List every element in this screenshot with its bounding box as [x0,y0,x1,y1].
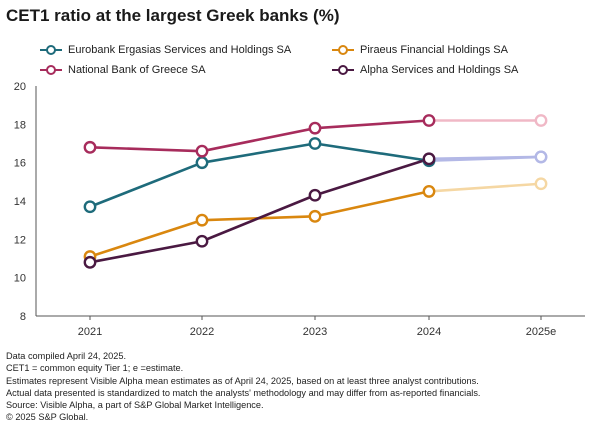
chart-title: CET1 ratio at the largest Greek banks (%… [6,6,340,25]
series-estimate-line-1 [428,182,542,193]
data-point-3-3 [422,152,436,166]
y-tick-label: 16 [14,158,26,170]
chart-notes: Data compiled April 24, 2025. CET1 = com… [6,350,481,424]
note-methodology: Actual data presented is standardized to… [6,387,481,398]
data-point-0-2 [308,137,322,150]
y-tick-label: 18 [14,119,26,131]
legend-item-piraeus: Piraeus Financial Holdings SA [332,44,508,56]
data-point-1-1 [195,213,209,227]
legend-label-alpha: Alpha Services and Holdings SA [360,64,519,76]
data-point-3-1 [195,234,209,248]
legend-item-eurobank: Eurobank Ergasias Services and Holdings … [40,44,291,56]
note-estimates: Estimates represent Visible Alpha mean e… [6,375,479,386]
y-tick-label: 20 [14,81,26,93]
x-tick-label: 2024 [417,326,441,338]
data-point-3-0 [83,255,97,269]
data-point-2-0 [83,140,97,154]
x-tick-label: 2025e [526,326,557,338]
y-tick-label: 14 [14,196,26,208]
legend-item-nbg: National Bank of Greece SA [40,64,206,76]
series-line-0 [89,142,430,208]
data-point-1-4 [534,177,548,191]
legend-label-piraeus: Piraeus Financial Holdings SA [360,44,508,56]
data-point-1-3 [422,185,436,198]
data-point-2-3 [422,114,436,127]
data-point-2-4 [534,114,548,127]
legend-label-nbg: National Bank of Greece SA [68,64,206,76]
legend-swatch-eurobank [40,45,62,55]
legend-item-alpha: Alpha Services and Holdings SA [332,64,518,76]
series-line-2 [89,119,430,153]
legend-label-eurobank: Eurobank Ergasias Services and Holdings … [68,44,292,56]
x-tick-label: 2021 [78,326,102,338]
data-point-0-1 [195,156,209,170]
data-point-0-0 [83,200,97,214]
note-data-compiled: Data compiled April 24, 2025. [6,351,127,361]
note-cet1-definition: CET1 = common equity Tier 1; e =estimate… [6,363,184,374]
note-source: Source: Visible Alpha, a part of S&P Glo… [6,400,264,411]
x-tick-label: 2023 [303,326,327,338]
data-point-1-2 [308,209,322,223]
legend-swatch-piraeus [332,45,354,55]
legend-swatch-nbg [40,65,62,75]
line-chart: 8 10 12 14 16 18 20 2021 2022 2023 2024 2025e [14,81,585,338]
y-tick-label: 12 [14,234,26,246]
data-point-2-1 [195,144,209,158]
data-point-3-4 [534,150,548,164]
note-copyright: © 2025 S&P Global. [6,412,89,423]
data-point-2-2 [308,121,322,135]
series-line-3 [89,157,430,264]
data-point-3-2 [308,188,322,202]
y-tick-label: 10 [14,273,26,285]
chart-legend: Eurobank Ergasias Services and Holdings … [0,0,600,80]
series-estimate-line-3 [428,155,542,161]
series-line-1 [89,190,430,258]
x-tick-label: 2022 [190,326,214,338]
legend-swatch-alpha [332,65,354,75]
y-tick-label: 8 [20,311,26,323]
